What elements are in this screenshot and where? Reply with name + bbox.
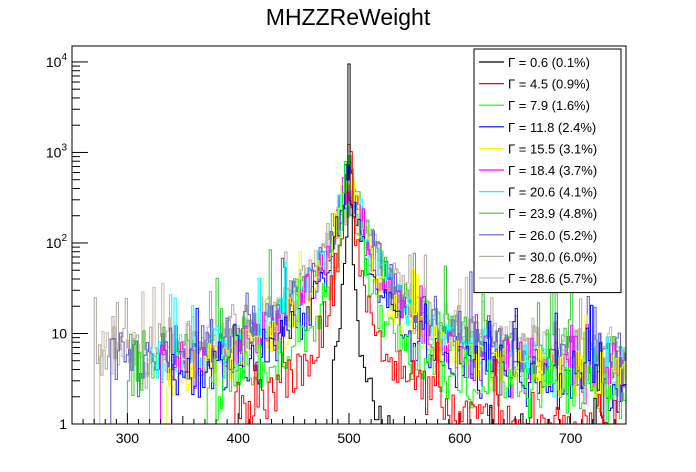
legend-entry: Γ = 4.5 (0.9%): [508, 77, 590, 92]
x-tick-label: 600: [448, 430, 472, 446]
x-tick-label: 700: [559, 430, 583, 446]
legend-entry: Γ = 28.6 (5.7%): [508, 271, 597, 286]
chart-title: MHZZReWeight: [265, 4, 431, 30]
x-tick-label: 300: [116, 430, 140, 446]
legend-entry: Γ = 30.0 (6.0%): [508, 249, 597, 264]
series-line-4: [171, 161, 626, 424]
legend-entry: Γ = 15.5 (3.1%): [508, 141, 597, 156]
y-tick-label: 1: [59, 416, 67, 432]
y-tick-label: 104: [46, 52, 68, 70]
legend-entry: Γ = 20.6 (4.1%): [508, 185, 597, 200]
y-tick-label: 102: [46, 233, 68, 251]
legend-entry: Γ = 0.6 (0.1%): [508, 55, 590, 70]
legend-entry: Γ = 23.9 (4.8%): [508, 206, 597, 221]
x-tick-label: 500: [337, 430, 361, 446]
series-line-5: [165, 162, 626, 424]
axes-layer: 300 400 500 600 700 1 10 102 103 104: [46, 52, 616, 446]
series-line-3: [206, 155, 626, 424]
legend-box: [473, 48, 622, 294]
legend: Γ = 0.6 (0.1%) Γ = 4.5 (0.9%) Γ = 7.9 (1.6…: [473, 48, 622, 294]
legend-entry: Γ = 11.8 (2.4%): [508, 120, 596, 135]
legend-entry: Γ = 26.0 (5.2%): [508, 228, 597, 243]
legend-entry: Γ = 18.4 (3.7%): [508, 163, 597, 178]
y-tick-label: 10: [51, 325, 67, 341]
y-tick-label: 103: [46, 142, 68, 160]
legend-entry: Γ = 7.9 (1.6%): [508, 98, 590, 113]
x-tick-label: 400: [227, 430, 251, 446]
